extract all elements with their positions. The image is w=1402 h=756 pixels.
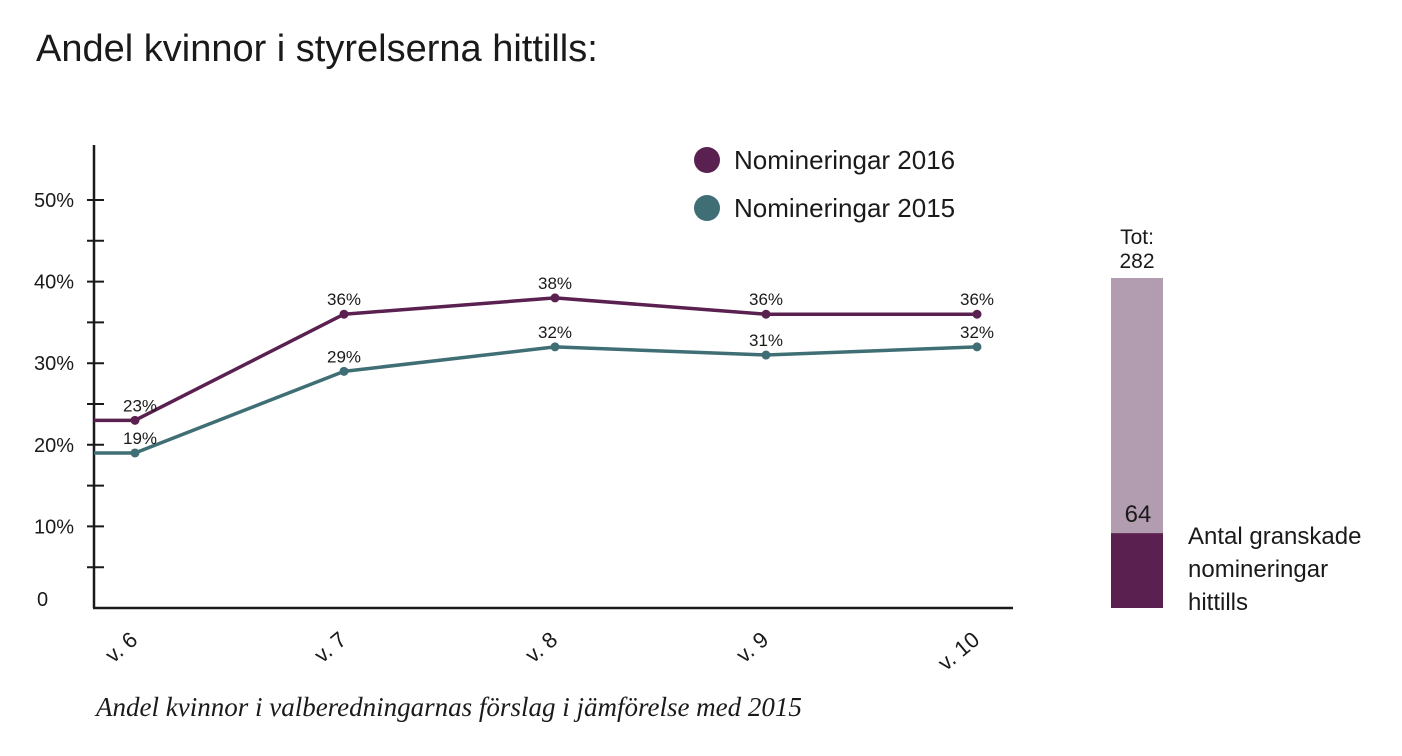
stack-total-segment xyxy=(1111,278,1163,534)
data-point xyxy=(550,342,560,352)
data-label: 23% xyxy=(123,396,157,415)
data-point xyxy=(130,448,140,458)
data-label: 29% xyxy=(327,347,361,366)
x-tick-label: v. 6 xyxy=(100,627,142,668)
data-point xyxy=(339,309,349,319)
stack-caption-line: hittills xyxy=(1188,589,1248,616)
legend-label-0: Nomineringar 2016 xyxy=(734,145,955,175)
y-tick-label: 0 xyxy=(37,589,48,611)
stack-total-value: 282 xyxy=(1119,250,1154,273)
stack-bar: Tot:282 64 Antal granskade nomineringar hitt… xyxy=(1111,226,1361,616)
data-point xyxy=(761,350,771,360)
x-tick-label: v. 9 xyxy=(731,627,773,668)
y-tick-label: 40% xyxy=(34,272,74,294)
data-label: 31% xyxy=(749,331,783,350)
stack-total-label: Tot: xyxy=(1120,226,1154,249)
y-tick-label: 10% xyxy=(34,516,74,538)
data-label: 36% xyxy=(327,290,361,309)
data-point xyxy=(972,342,982,352)
stack-part-value: 64 xyxy=(1125,501,1152,528)
data-point xyxy=(339,366,349,376)
chart-title: Andel kvinnor i styrelserna hittills: xyxy=(36,28,598,70)
series-line-1 xyxy=(94,345,978,455)
y-tick-label: 20% xyxy=(34,435,74,457)
y-axis-ticks: 0 10% 20% 30% 40% 50% xyxy=(34,190,104,611)
x-tick-label: v. 10 xyxy=(933,627,984,676)
stack-part-segment xyxy=(1111,533,1163,608)
data-label: 36% xyxy=(960,290,994,309)
x-axis-labels: v. 6 v. 7 v. 8 v. 9 v. 10 xyxy=(100,627,984,676)
chart-legend: Nomineringar 2016 Nomineringar 2015 xyxy=(694,145,955,223)
series-line-0 xyxy=(94,296,977,423)
chart-axes xyxy=(92,145,1013,610)
series-lines: 23% 36% 38% 36% 36% 19% 29% 32% 31% 32% xyxy=(94,274,994,458)
stack-caption-line: nomineringar xyxy=(1188,556,1328,583)
legend-label-1: Nomineringar 2015 xyxy=(734,193,955,223)
data-label: 38% xyxy=(538,274,572,293)
data-label: 36% xyxy=(749,290,783,309)
legend-swatch-0 xyxy=(694,147,720,173)
legend-swatch-1 xyxy=(694,195,720,221)
data-point xyxy=(550,293,560,303)
data-point xyxy=(130,415,140,425)
data-label: 32% xyxy=(538,323,572,342)
data-point xyxy=(761,309,771,319)
data-label: 32% xyxy=(960,323,994,342)
y-tick-label: 30% xyxy=(34,353,74,375)
chart-subtitle: Andel kvinnor i valberedningarnas försla… xyxy=(96,692,802,722)
x-tick-label: v. 7 xyxy=(309,627,351,668)
stack-caption-line: Antal granskade xyxy=(1188,523,1361,550)
x-tick-label: v. 8 xyxy=(520,627,562,668)
y-tick-label: 50% xyxy=(34,190,74,212)
data-point xyxy=(972,309,982,319)
data-label: 19% xyxy=(123,429,157,448)
